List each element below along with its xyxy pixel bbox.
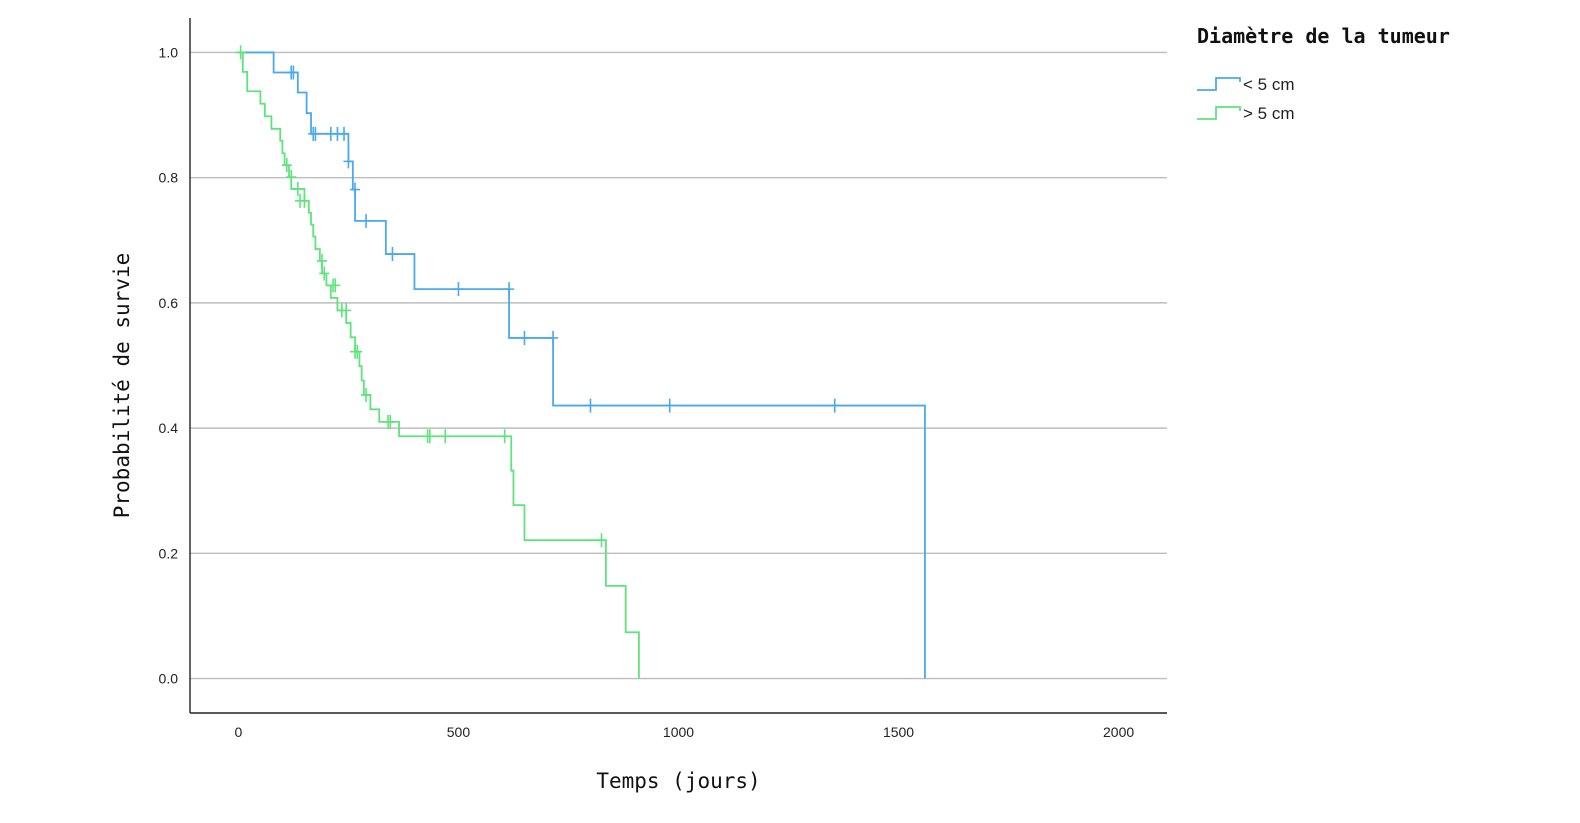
censor-mark — [281, 158, 292, 173]
censor-mark — [292, 181, 303, 196]
survival-line — [238, 51, 926, 679]
censor-mark — [504, 282, 515, 297]
tick-labels: 0.0 0.2 0.4 0.6 0.8 1.0 0 500 1000 1500 2000 — [159, 44, 1135, 740]
y-tick-label: 0.0 — [159, 671, 179, 687]
censor-mark — [330, 278, 341, 293]
x-tick-label: 1000 — [663, 724, 694, 740]
censor-mark — [352, 344, 363, 359]
censor-mark — [288, 65, 299, 80]
censor-mark — [361, 387, 372, 402]
x-tick-label: 500 — [447, 724, 471, 740]
x-tick-label: 2000 — [1103, 724, 1134, 740]
censor-mark — [596, 533, 607, 548]
x-tick-label: 0 — [235, 724, 243, 740]
censor-mark — [548, 330, 559, 345]
censor-mark — [235, 45, 246, 60]
censor-mark — [343, 154, 354, 169]
y-tick-label: 1.0 — [159, 44, 179, 60]
censor-mark — [453, 282, 464, 297]
censor-mark — [350, 182, 361, 197]
censor-mark — [341, 303, 352, 318]
censor-mark — [664, 398, 675, 413]
legend-label: < 5 cm — [1243, 75, 1295, 94]
censor-mark — [339, 126, 350, 141]
series-1 — [238, 51, 926, 679]
y-tick-label: 0.8 — [159, 170, 179, 186]
gridlines — [190, 51, 1167, 680]
legend-swatch — [1197, 77, 1241, 91]
x-axis-title: Temps (jours) — [596, 769, 760, 793]
legend-swatch — [1197, 106, 1241, 120]
axes — [189, 18, 1167, 714]
x-tick-label: 1500 — [883, 724, 914, 740]
y-tick-label: 0.4 — [159, 420, 179, 436]
censor-mark — [310, 126, 321, 141]
censor-mark — [286, 170, 297, 185]
y-axis-title: Probabilité de survie — [110, 253, 134, 519]
legend-label: > 5 cm — [1243, 104, 1295, 123]
legend-title: Diamètre de la tumeur — [1197, 24, 1450, 48]
censor-mark — [585, 398, 596, 413]
censor-mark — [519, 330, 530, 345]
legend-items: < 5 cm > 5 cm — [1197, 75, 1295, 123]
y-tick-label: 0.6 — [159, 295, 179, 311]
survival-line — [238, 51, 640, 679]
censor-mark — [499, 429, 510, 444]
censor-mark — [440, 429, 451, 444]
censor-mark — [387, 247, 398, 262]
censor-mark — [319, 266, 330, 281]
series-group — [235, 45, 926, 679]
censor-mark — [361, 213, 372, 228]
censor-mark — [829, 398, 840, 413]
censor-mark — [317, 253, 328, 268]
legend: Diamètre de la tumeur < 5 cm > 5 cm — [1197, 24, 1450, 123]
censor-mark — [299, 193, 310, 208]
censor-mark — [424, 429, 435, 444]
y-tick-label: 0.2 — [159, 545, 179, 561]
series-2 — [235, 45, 640, 679]
censor-mark — [385, 414, 396, 429]
